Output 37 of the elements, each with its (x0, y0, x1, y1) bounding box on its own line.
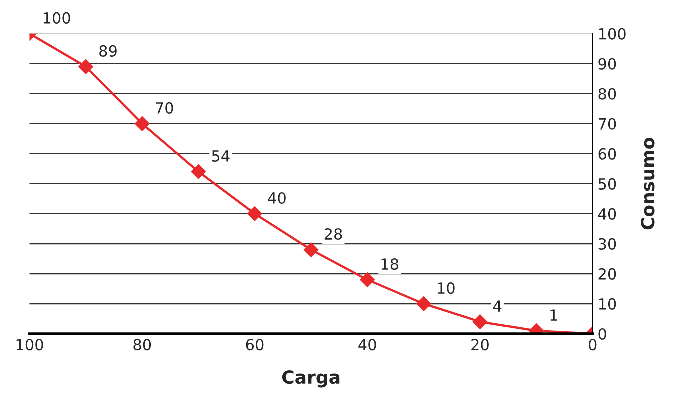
point (416, 296, 432, 312)
y-tick-label: 10 (599, 298, 616, 310)
x-tick-label: 40 (358, 339, 376, 351)
point (472, 314, 488, 330)
y-tick-label: 70 (598, 118, 616, 130)
x-tick-label: 0 (589, 339, 597, 351)
x-tick-label: 20 (472, 339, 489, 351)
data-label: 54 (212, 150, 230, 162)
data-label: 40 (268, 192, 286, 204)
y-tick-label: 100 (599, 28, 626, 40)
data-label: 1 (550, 310, 558, 321)
y-tick-label: 90 (598, 58, 616, 70)
data-label: 28 (324, 228, 342, 240)
y-tick-label: 40 (598, 208, 616, 220)
y-tick-label: 0 (598, 328, 606, 340)
point (304, 242, 319, 258)
data-label: 70 (156, 102, 174, 114)
data-label: 18 (382, 258, 399, 270)
x-tick-label: 100 (16, 339, 44, 351)
point (78, 59, 94, 74)
data-label: 100 (44, 12, 70, 24)
point (134, 116, 150, 132)
x-axis-title: Carga (282, 370, 340, 388)
y-tick-label: 30 (598, 238, 616, 250)
point (248, 206, 262, 222)
y-tick-label: 50 (598, 178, 616, 190)
data-label: 4 (493, 300, 502, 312)
point (191, 164, 206, 180)
y-tick-label: 60 (598, 148, 616, 160)
x-tick-label: 80 (134, 339, 152, 351)
y-tick-label: 80 (598, 88, 616, 100)
y-tick-label: 20 (598, 268, 616, 280)
x-tick-label: 60 (246, 339, 264, 351)
y-axis-title: Consumo (641, 138, 655, 230)
data-label: 89 (100, 45, 117, 57)
point (360, 272, 376, 288)
data-label: 10 (438, 282, 455, 294)
